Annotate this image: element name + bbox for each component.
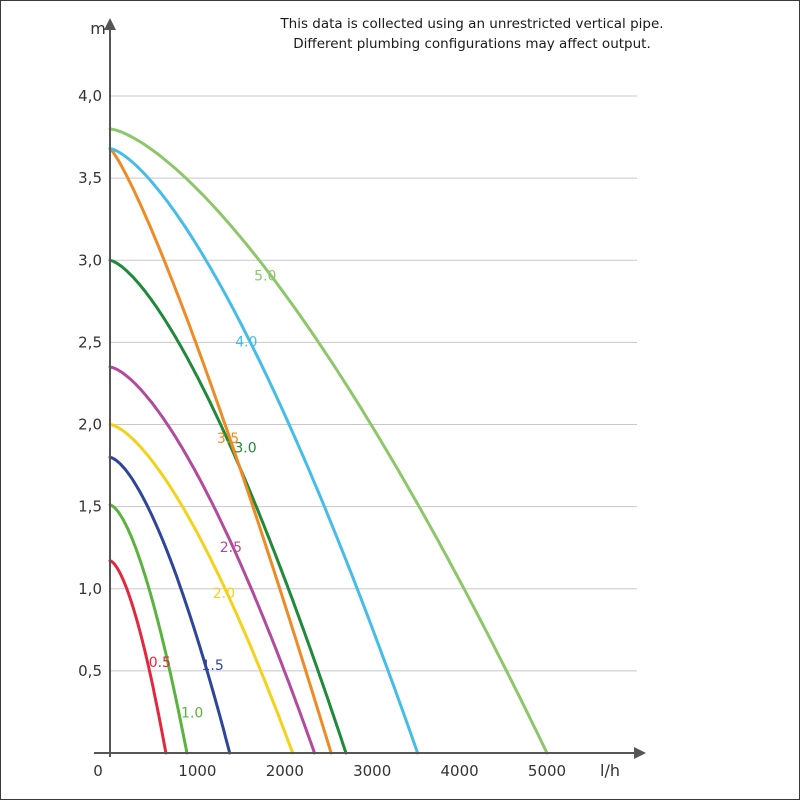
series-label: 1.0 <box>181 705 203 721</box>
x-tick-label: 4000 <box>441 762 479 780</box>
series-labels: 0.5 1.0 1.5 2.0 2.5 3.03.5 4.0 5.0 <box>149 269 277 722</box>
x-axis-label: l/h <box>600 761 620 780</box>
x-tick-label: 0 <box>93 762 103 780</box>
y-tick-label: 1,0 <box>78 580 102 598</box>
series-curve <box>108 503 189 755</box>
x-axis-arrow <box>634 747 646 759</box>
y-axis-arrow <box>104 18 116 30</box>
series-label: 0.5 <box>149 655 171 671</box>
series-curve <box>108 365 316 755</box>
y-tick-label: 0,5 <box>78 662 102 680</box>
x-tick-label: 3000 <box>353 762 391 780</box>
x-tick-label: 1000 <box>178 762 216 780</box>
y-axis-label: m <box>90 19 106 38</box>
series-curve <box>108 147 420 755</box>
series-curve <box>108 127 549 755</box>
series-curve <box>108 423 295 755</box>
tick-labels: 0,5 1,0 1,5 2,0 2,5 3,0 3,5 4,0 0 1000 2000 3000 400… <box>78 19 620 780</box>
note-line-2: Different plumbing configurations may af… <box>293 36 651 52</box>
series-label: 5.0 <box>254 269 276 285</box>
x-tick-label: 2000 <box>266 762 304 780</box>
note-line-1: This data is collected using an unrestri… <box>280 16 664 32</box>
series-label: 3.0 <box>234 440 256 456</box>
series-label: 1.5 <box>202 658 224 674</box>
y-tick-label: 4,0 <box>78 87 102 105</box>
series-label: 4.0 <box>235 334 257 350</box>
series-label: 2.0 <box>213 586 235 602</box>
x-tick-label: 5000 <box>528 762 566 780</box>
series-curves <box>108 127 549 755</box>
series-curve <box>108 559 168 755</box>
series-label: 2.5 <box>220 540 242 556</box>
series-curve <box>108 455 232 755</box>
y-tick-label: 3,0 <box>78 251 102 269</box>
y-tick-label: 2,5 <box>78 333 102 351</box>
y-tick-label: 3,5 <box>78 169 102 187</box>
series-curve <box>108 258 348 755</box>
chart-note: This data is collected using an unrestri… <box>262 14 682 54</box>
y-tick-label: 2,0 <box>78 416 102 434</box>
series-curve <box>108 147 333 755</box>
axes <box>94 18 646 759</box>
series-label: 3.5 <box>217 431 239 447</box>
grid-lines <box>110 95 637 672</box>
y-tick-label: 1,5 <box>78 498 102 516</box>
